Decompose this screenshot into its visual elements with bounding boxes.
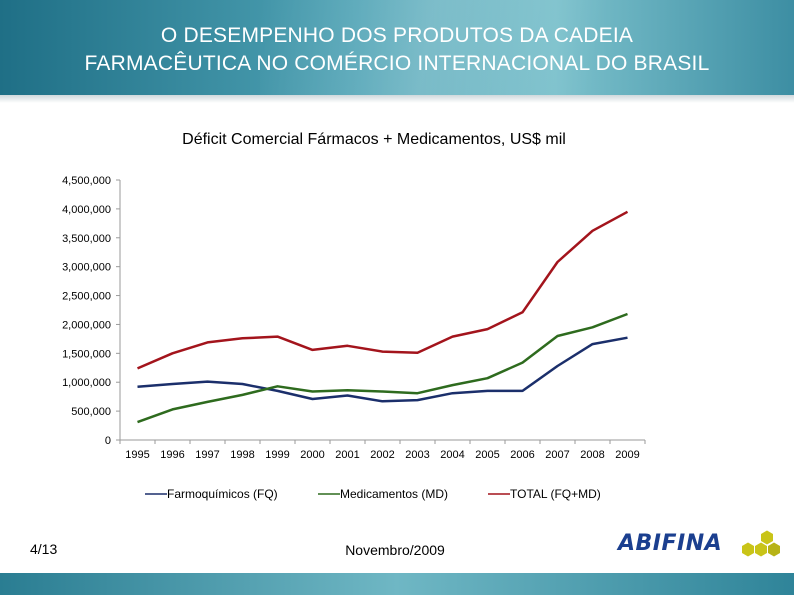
- slide-title-line-2: FARMACÊUTICA NO COMÉRCIO INTERNACIONAL D…: [84, 52, 710, 75]
- x-tick-label: 2006: [510, 449, 534, 461]
- y-tick-label: 4,500,000: [62, 175, 111, 187]
- y-tick-label: 0: [105, 435, 111, 447]
- x-tick-label: 1999: [265, 449, 289, 461]
- x-tick-label: 2004: [440, 449, 464, 461]
- y-tick-label: 500,000: [71, 406, 111, 418]
- x-tick-label: 2008: [580, 449, 604, 461]
- logo-hexagons-icon: [742, 530, 780, 557]
- x-tick-label: 2007: [545, 449, 569, 461]
- y-tick-label: 3,500,000: [62, 233, 111, 245]
- x-tick-label: 1998: [230, 449, 254, 461]
- x-tick-label: 2009: [615, 449, 639, 461]
- y-tick-label: 4,000,000: [62, 204, 111, 216]
- legend-label: TOTAL (FQ+MD): [510, 487, 601, 501]
- header-shadow: [0, 95, 794, 103]
- footer-bar: [0, 573, 794, 595]
- x-tick-label: 1995: [125, 449, 149, 461]
- slide-title-line-1: O DESEMPENHO DOS PRODUTOS DA CADEIA: [160, 24, 634, 47]
- y-tick-label: 2,000,000: [62, 319, 111, 331]
- abifina-logo: ABIFINA: [612, 526, 782, 562]
- x-tick-label: 1996: [160, 449, 184, 461]
- x-tick-label: 2001: [335, 449, 359, 461]
- x-tick-label: 2000: [300, 449, 324, 461]
- series-lines: [137, 210, 629, 424]
- legend: Farmoquímicos (FQ) Medicamentos (MD) TOTAL…: [145, 487, 601, 501]
- series-line-0: [137, 336, 628, 403]
- x-tick-label: 1997: [195, 449, 219, 461]
- series-line-2: [137, 210, 629, 370]
- y-axis: 0 500,000 1,000,000 1,500,000 2,000,000 2,500…: [62, 175, 121, 447]
- x-tick-label: 2005: [475, 449, 499, 461]
- x-tick-label: 2002: [370, 449, 394, 461]
- line-chart: Déficit Comercial Fármacos + Medicamento…: [62, 131, 646, 501]
- chart-title: Déficit Comercial Fármacos + Medicamento…: [182, 131, 566, 148]
- y-tick-label: 2,500,000: [62, 291, 111, 303]
- y-tick-label: 1,500,000: [62, 348, 111, 360]
- footer-date: Novembro/2009: [345, 542, 445, 558]
- logo-wordmark: ABIFINA: [618, 531, 723, 556]
- y-tick-label: 1,000,000: [62, 377, 111, 389]
- x-tick-label: 2003: [405, 449, 429, 461]
- series-line-1: [137, 312, 628, 424]
- legend-label: Medicamentos (MD): [340, 487, 448, 501]
- y-tick-label: 3,000,000: [62, 262, 111, 274]
- x-axis: 1995 1996 1997 1998 1999 2000 2001 2002 2003 2004…: [119, 439, 646, 461]
- legend-label: Farmoquímicos (FQ): [167, 487, 278, 501]
- page-number: 4/13: [30, 541, 58, 557]
- slide-header: O DESEMPENHO DOS PRODUTOS DA CADEIA FARM…: [0, 0, 794, 95]
- header-highlight: [260, 0, 680, 95]
